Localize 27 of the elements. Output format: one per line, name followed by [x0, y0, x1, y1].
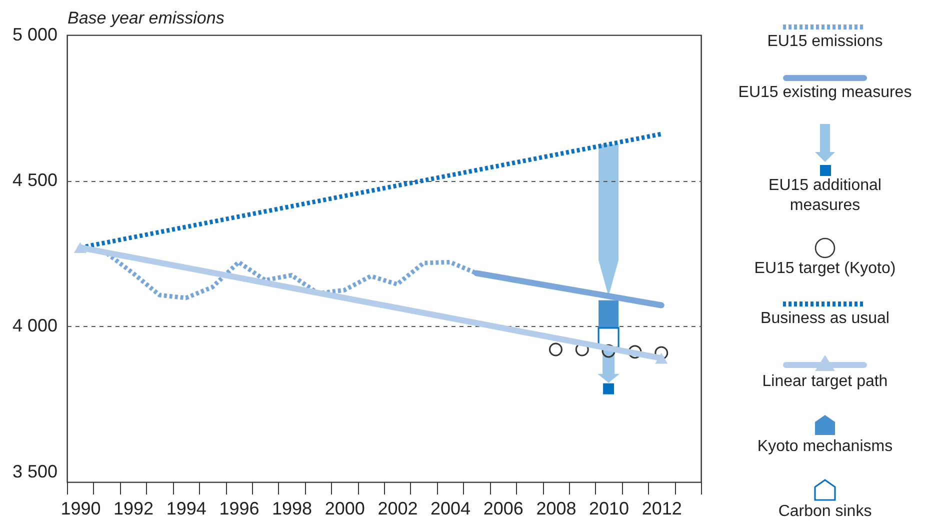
x-tick-label: 1996: [219, 498, 260, 518]
point: [603, 383, 614, 394]
x-tick-label: 2006: [483, 498, 524, 518]
x-tick-label: 1994: [166, 498, 206, 518]
legend-label: EU15 additional measures: [768, 176, 882, 216]
y-tick-label: 3 500: [12, 461, 58, 482]
legend-label: EU15 existing measures: [738, 82, 912, 103]
legend-label: Kyoto mechanisms: [757, 437, 893, 458]
x-tick-label: 2004: [430, 498, 471, 518]
x-tick-label: 2000: [324, 498, 365, 518]
y-axis-title: Base year emissions: [68, 8, 225, 28]
x-tick-label: 2012: [642, 498, 682, 518]
x-tick-label: 1992: [114, 498, 154, 518]
legend-label: Linear target path: [762, 372, 888, 392]
x-tick-label: 1990: [60, 498, 101, 518]
y-tick-label: 4 000: [12, 316, 58, 336]
y-tick-label: 5 000: [12, 24, 58, 44]
x-tick-label: 1998: [272, 498, 312, 518]
legend-label: Carbon sinks: [778, 502, 872, 522]
legend-label: EU15 target (Kyoto): [754, 258, 896, 279]
x-tick-label: 2002: [378, 498, 418, 518]
legend-label: Business as usual: [760, 309, 890, 330]
legend-label: EU15 emissions: [767, 32, 883, 52]
x-tick-label: 2010: [589, 498, 630, 518]
y-tick-label: 4 500: [12, 170, 58, 190]
x-tick-label: 2008: [536, 498, 576, 518]
point: [548, 342, 562, 356]
